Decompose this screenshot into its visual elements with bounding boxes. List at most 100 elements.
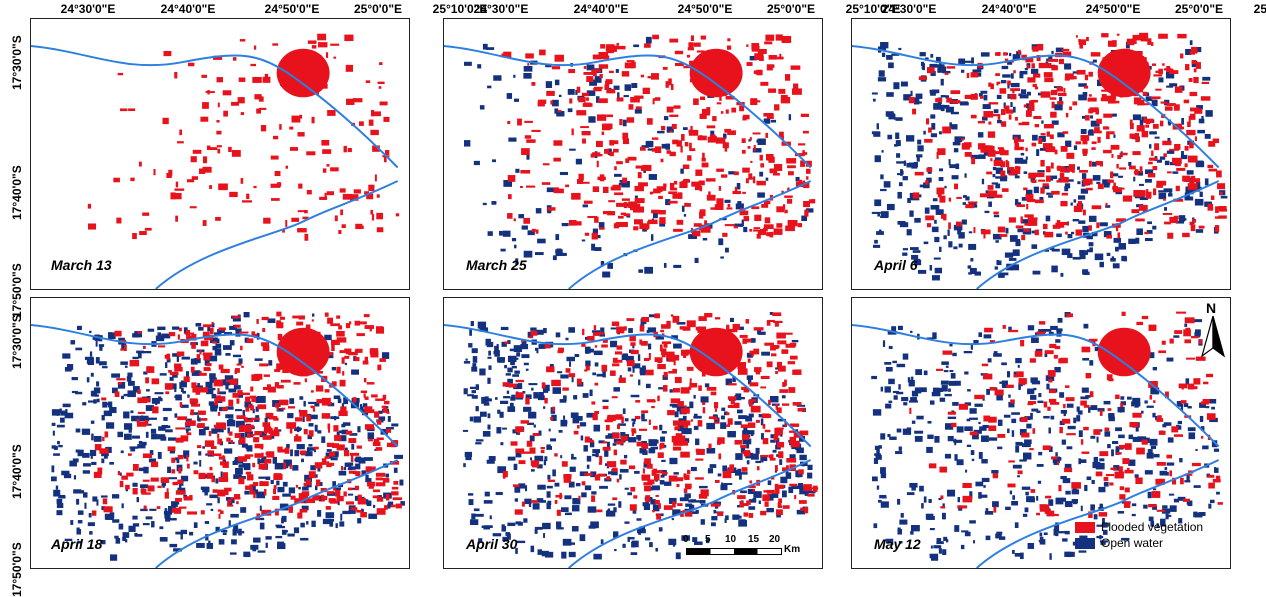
flooded-vegetation-patch [756,69,763,76]
open-water-patch [973,339,979,345]
flooded-vegetation-patch [988,416,997,423]
open-water-patch [1186,499,1190,505]
flooded-vegetation-patch [136,421,147,427]
open-water-patch [1008,257,1017,261]
open-water-patch [720,484,728,491]
flooded-vegetation-patch [1184,317,1195,324]
open-water-patch [949,343,953,347]
open-water-patch [1096,436,1099,443]
flooded-vegetation-patch [747,358,751,363]
open-water-patch [254,358,263,361]
open-water-patch [544,551,554,558]
open-water-patch [641,413,645,420]
flooded-vegetation-patch [729,464,735,471]
open-water-patch [1002,74,1011,78]
open-water-patch [179,483,182,489]
flooded-vegetation-patch [599,227,605,230]
map-panel: March 25 [443,18,823,290]
open-water-patch [1007,428,1010,434]
flooded-vegetation-patch [1024,214,1034,218]
open-water-patch [1164,467,1168,471]
flooded-vegetation-patch [613,449,617,456]
flooded-vegetation-patch [599,73,603,79]
flooded-vegetation-patch [708,416,717,420]
flooded-vegetation-patch [142,212,150,216]
flooded-vegetation-patch [742,191,746,194]
flooded-vegetation-patch [768,414,772,418]
flooded-vegetation-patch [563,473,572,479]
flooded-vegetation-patch [224,487,232,492]
open-water-patch [1056,457,1062,461]
flooded-vegetation-patch [236,363,242,366]
open-water-patch [80,490,85,494]
flooded-vegetation-patch [673,359,676,366]
open-water-patch [658,527,663,532]
flooded-vegetation-patch [1040,91,1051,98]
open-water-patch [931,89,940,94]
flooded-vegetation-patch [1176,311,1187,314]
flooded-vegetation-patch [360,512,367,518]
flooded-vegetation-patch [180,435,189,442]
flooded-vegetation-patch [190,366,195,373]
river-north [852,45,1220,169]
flooded-vegetation-patch [967,201,978,204]
open-water-patch [702,237,708,241]
open-water-patch [1093,514,1098,520]
flooded-vegetation-patch [130,177,135,182]
open-water-patch [693,415,702,419]
open-water-patch [575,483,581,487]
flooded-vegetation-patch [658,209,666,215]
open-water-patch [198,451,202,456]
flooded-vegetation-patch [1058,92,1067,97]
flooded-vegetation-patch [1179,383,1185,386]
open-water-patch [969,408,977,414]
flooded-vegetation-patch [633,495,638,499]
flooded-vegetation-patch [983,111,994,118]
flooded-vegetation-patch [1180,400,1187,404]
flooded-vegetation-patch [604,84,610,90]
flooded-vegetation-patch [775,484,785,489]
open-water-patch [622,408,626,415]
open-water-patch [1166,85,1174,88]
open-water-patch [897,221,906,225]
open-water-patch [998,273,1005,278]
open-water-patch [619,468,629,473]
open-water-patch [124,433,132,440]
flooded-vegetation-patch [997,226,1006,233]
flooded-vegetation-patch [518,460,526,465]
open-water-patch [906,162,915,168]
flooded-vegetation-patch [240,178,244,184]
open-water-patch [760,418,764,426]
open-water-patch [132,356,139,360]
open-water-patch [1046,58,1051,62]
flooded-vegetation-patch [766,489,775,494]
open-water-patch [1195,229,1204,233]
flooded-vegetation-patch [732,323,740,330]
panel-date-label: May 12 [874,536,921,552]
open-water-patch [935,56,941,63]
open-water-patch [56,503,64,509]
flooded-vegetation-patch [1098,512,1108,517]
open-water-patch [737,201,742,207]
flooded-vegetation-patch [725,95,735,100]
legend-label-water: Open water [1101,536,1164,550]
flooded-vegetation-patch [1010,88,1021,92]
flooded-vegetation-patch [1101,34,1108,38]
open-water-patch [514,370,520,374]
flooded-vegetation-patch [939,195,946,203]
open-water-patch [1181,151,1184,158]
flooded-vegetation-patch [986,171,993,175]
open-water-patch [970,154,980,160]
open-water-patch [889,436,897,440]
open-water-patch [983,485,986,488]
open-water-patch [909,247,919,250]
flooded-vegetation-patch [521,148,530,155]
open-water-patch [915,93,923,99]
open-water-patch [720,256,724,259]
open-water-patch [532,503,540,510]
flooded-vegetation-patch [605,44,615,51]
open-water-patch [1036,463,1044,467]
open-water-patch [952,141,961,146]
open-water-patch [931,123,936,130]
flooded-vegetation-patch [168,169,173,176]
